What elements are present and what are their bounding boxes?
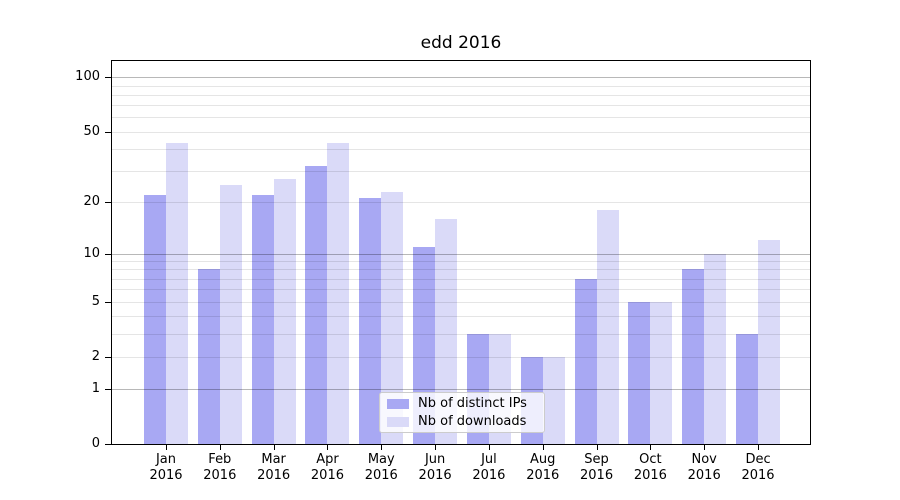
x-tick-label-oct: Oct 2016: [633, 452, 667, 483]
y-tick-mark-2: [105, 357, 111, 358]
bar-downloads-apr: [327, 143, 350, 444]
y-tick-mark-100: [105, 77, 111, 78]
gridline-minor-80: [112, 95, 810, 96]
x-tick-mark-dec: [758, 444, 759, 450]
bar-downloads-sep: [596, 210, 619, 444]
bar-downloads-dec: [758, 240, 781, 444]
bar-downloads-mar: [273, 179, 296, 444]
y-tick-mark-1: [105, 389, 111, 390]
y-tick-label-5: 5: [91, 293, 100, 309]
gridline-minor-60: [112, 117, 810, 118]
legend-swatch-distinct-ips: [387, 398, 409, 409]
x-tick-label-jan: Jan 2016: [149, 452, 183, 483]
x-tick-label-may: May 2016: [364, 452, 398, 483]
y-tick-label-0: 0: [91, 436, 100, 451]
gridline-minor-2: [112, 357, 810, 358]
bar-downloads-aug: [542, 356, 565, 444]
bar-distinct-ips-oct: [628, 301, 651, 444]
gridline-minor-70: [112, 105, 810, 106]
gridline-major-100: [112, 77, 810, 78]
bar-downloads-oct: [650, 301, 673, 444]
gridline-major-1: [112, 389, 810, 390]
bar-distinct-ips-nov: [682, 269, 705, 444]
bar-distinct-ips-feb: [197, 269, 220, 444]
bar-downloads-feb: [219, 185, 242, 444]
gridline-minor-8: [112, 269, 810, 270]
x-tick-mark-feb: [220, 444, 221, 450]
gridline-minor-6: [112, 289, 810, 290]
x-tick-label-jun: Jun 2016: [418, 452, 452, 483]
x-tick-mark-jul: [489, 444, 490, 450]
legend-swatch-downloads: [387, 416, 409, 427]
gridline-minor-40: [112, 149, 810, 150]
x-tick-mark-nov: [704, 444, 705, 450]
y-tick-label-2: 2: [91, 348, 100, 364]
y-tick-label-100: 100: [75, 69, 100, 85]
bar-downloads-nov: [704, 253, 727, 444]
gridline-minor-3: [112, 334, 810, 335]
gridline-major-10: [112, 254, 810, 255]
gridline-minor-20: [112, 202, 810, 203]
bar-distinct-ips-jan: [144, 194, 166, 444]
legend-item-downloads: Nb of downloads: [380, 414, 544, 429]
plot-border: [111, 60, 811, 445]
x-tick-label-sep: Sep 2016: [580, 452, 614, 483]
legend-item-distinct-ips: Nb of distinct IPs: [380, 396, 544, 411]
x-tick-label-dec: Dec 2016: [741, 452, 775, 483]
y-tick-mark-0: [105, 444, 111, 445]
y-tick-mark-5: [105, 302, 111, 303]
x-tick-mark-apr: [327, 444, 328, 450]
chart-title: edd 2016: [420, 33, 502, 53]
gridline-minor-9: [112, 261, 810, 262]
gridline-minor-50: [112, 132, 810, 133]
x-tick-mark-aug: [543, 444, 544, 450]
y-tick-mark-10: [105, 254, 111, 255]
y-tick-mark-50: [105, 132, 111, 133]
y-tick-label-50: 50: [83, 123, 100, 139]
bar-distinct-ips-sep: [574, 278, 597, 444]
bar-distinct-ips-apr: [305, 166, 328, 444]
gridline-minor-5: [112, 302, 810, 303]
y-tick-mark-20: [105, 202, 111, 203]
legend: Nb of distinct IPs Nb of downloads: [379, 392, 545, 433]
x-tick-label-aug: Aug 2016: [526, 452, 560, 483]
legend-label-downloads: Nb of downloads: [418, 414, 527, 429]
bar-distinct-ips-may: [359, 198, 382, 444]
x-tick-mark-may: [381, 444, 382, 450]
bar-distinct-ips-dec: [736, 333, 759, 444]
gridline-minor-4: [112, 316, 810, 317]
y-tick-label-1: 1: [91, 380, 100, 396]
x-tick-mark-jan: [166, 444, 167, 450]
x-tick-mark-sep: [597, 444, 598, 450]
bar-downloads-jan: [166, 143, 188, 444]
x-tick-label-mar: Mar 2016: [257, 452, 291, 483]
x-tick-mark-jun: [435, 444, 436, 450]
x-tick-mark-mar: [274, 444, 275, 450]
x-tick-label-feb: Feb 2016: [203, 452, 237, 483]
x-tick-label-nov: Nov 2016: [687, 452, 721, 483]
bar-distinct-ips-mar: [251, 194, 274, 444]
y-tick-label-10: 10: [83, 245, 100, 261]
gridline-minor-90: [112, 86, 810, 87]
x-tick-label-apr: Apr 2016: [310, 452, 344, 483]
gridline-minor-30: [112, 171, 810, 172]
legend-label-distinct-ips: Nb of distinct IPs: [418, 396, 527, 411]
x-tick-mark-oct: [650, 444, 651, 450]
y-tick-label-20: 20: [83, 194, 100, 210]
gridline-minor-7: [112, 279, 810, 280]
x-tick-label-jul: Jul 2016: [472, 452, 506, 483]
